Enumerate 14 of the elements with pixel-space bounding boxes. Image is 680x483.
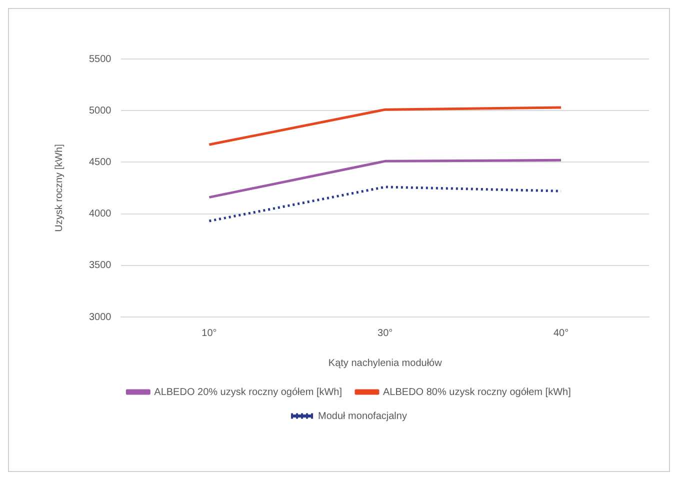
y-tick-label: 5500 bbox=[88, 54, 112, 65]
y-tick-label: 3500 bbox=[88, 260, 112, 272]
legend-label: ALBEDO 80% uzysk roczny ogółem [kWh] bbox=[383, 386, 572, 398]
x-tick-label: 30° bbox=[378, 328, 393, 339]
y-axis-title: Uzysk roczny [kWh] bbox=[54, 144, 65, 232]
x-tick-label: 40° bbox=[553, 328, 569, 339]
x-axis-title: Kąty nachylenia modułów bbox=[328, 358, 443, 369]
legend-label: Moduł monofacjalny bbox=[318, 410, 407, 422]
y-tick-label: 3000 bbox=[88, 312, 112, 323]
y-tick-label: 4500 bbox=[88, 156, 112, 168]
legend-label: ALBEDO 20% uzysk roczny ogółem [kWh] bbox=[154, 386, 342, 398]
y-tick-label: 4000 bbox=[88, 208, 112, 220]
y-tick-label: 5000 bbox=[88, 105, 112, 116]
x-tick-label: 10° bbox=[202, 328, 217, 339]
